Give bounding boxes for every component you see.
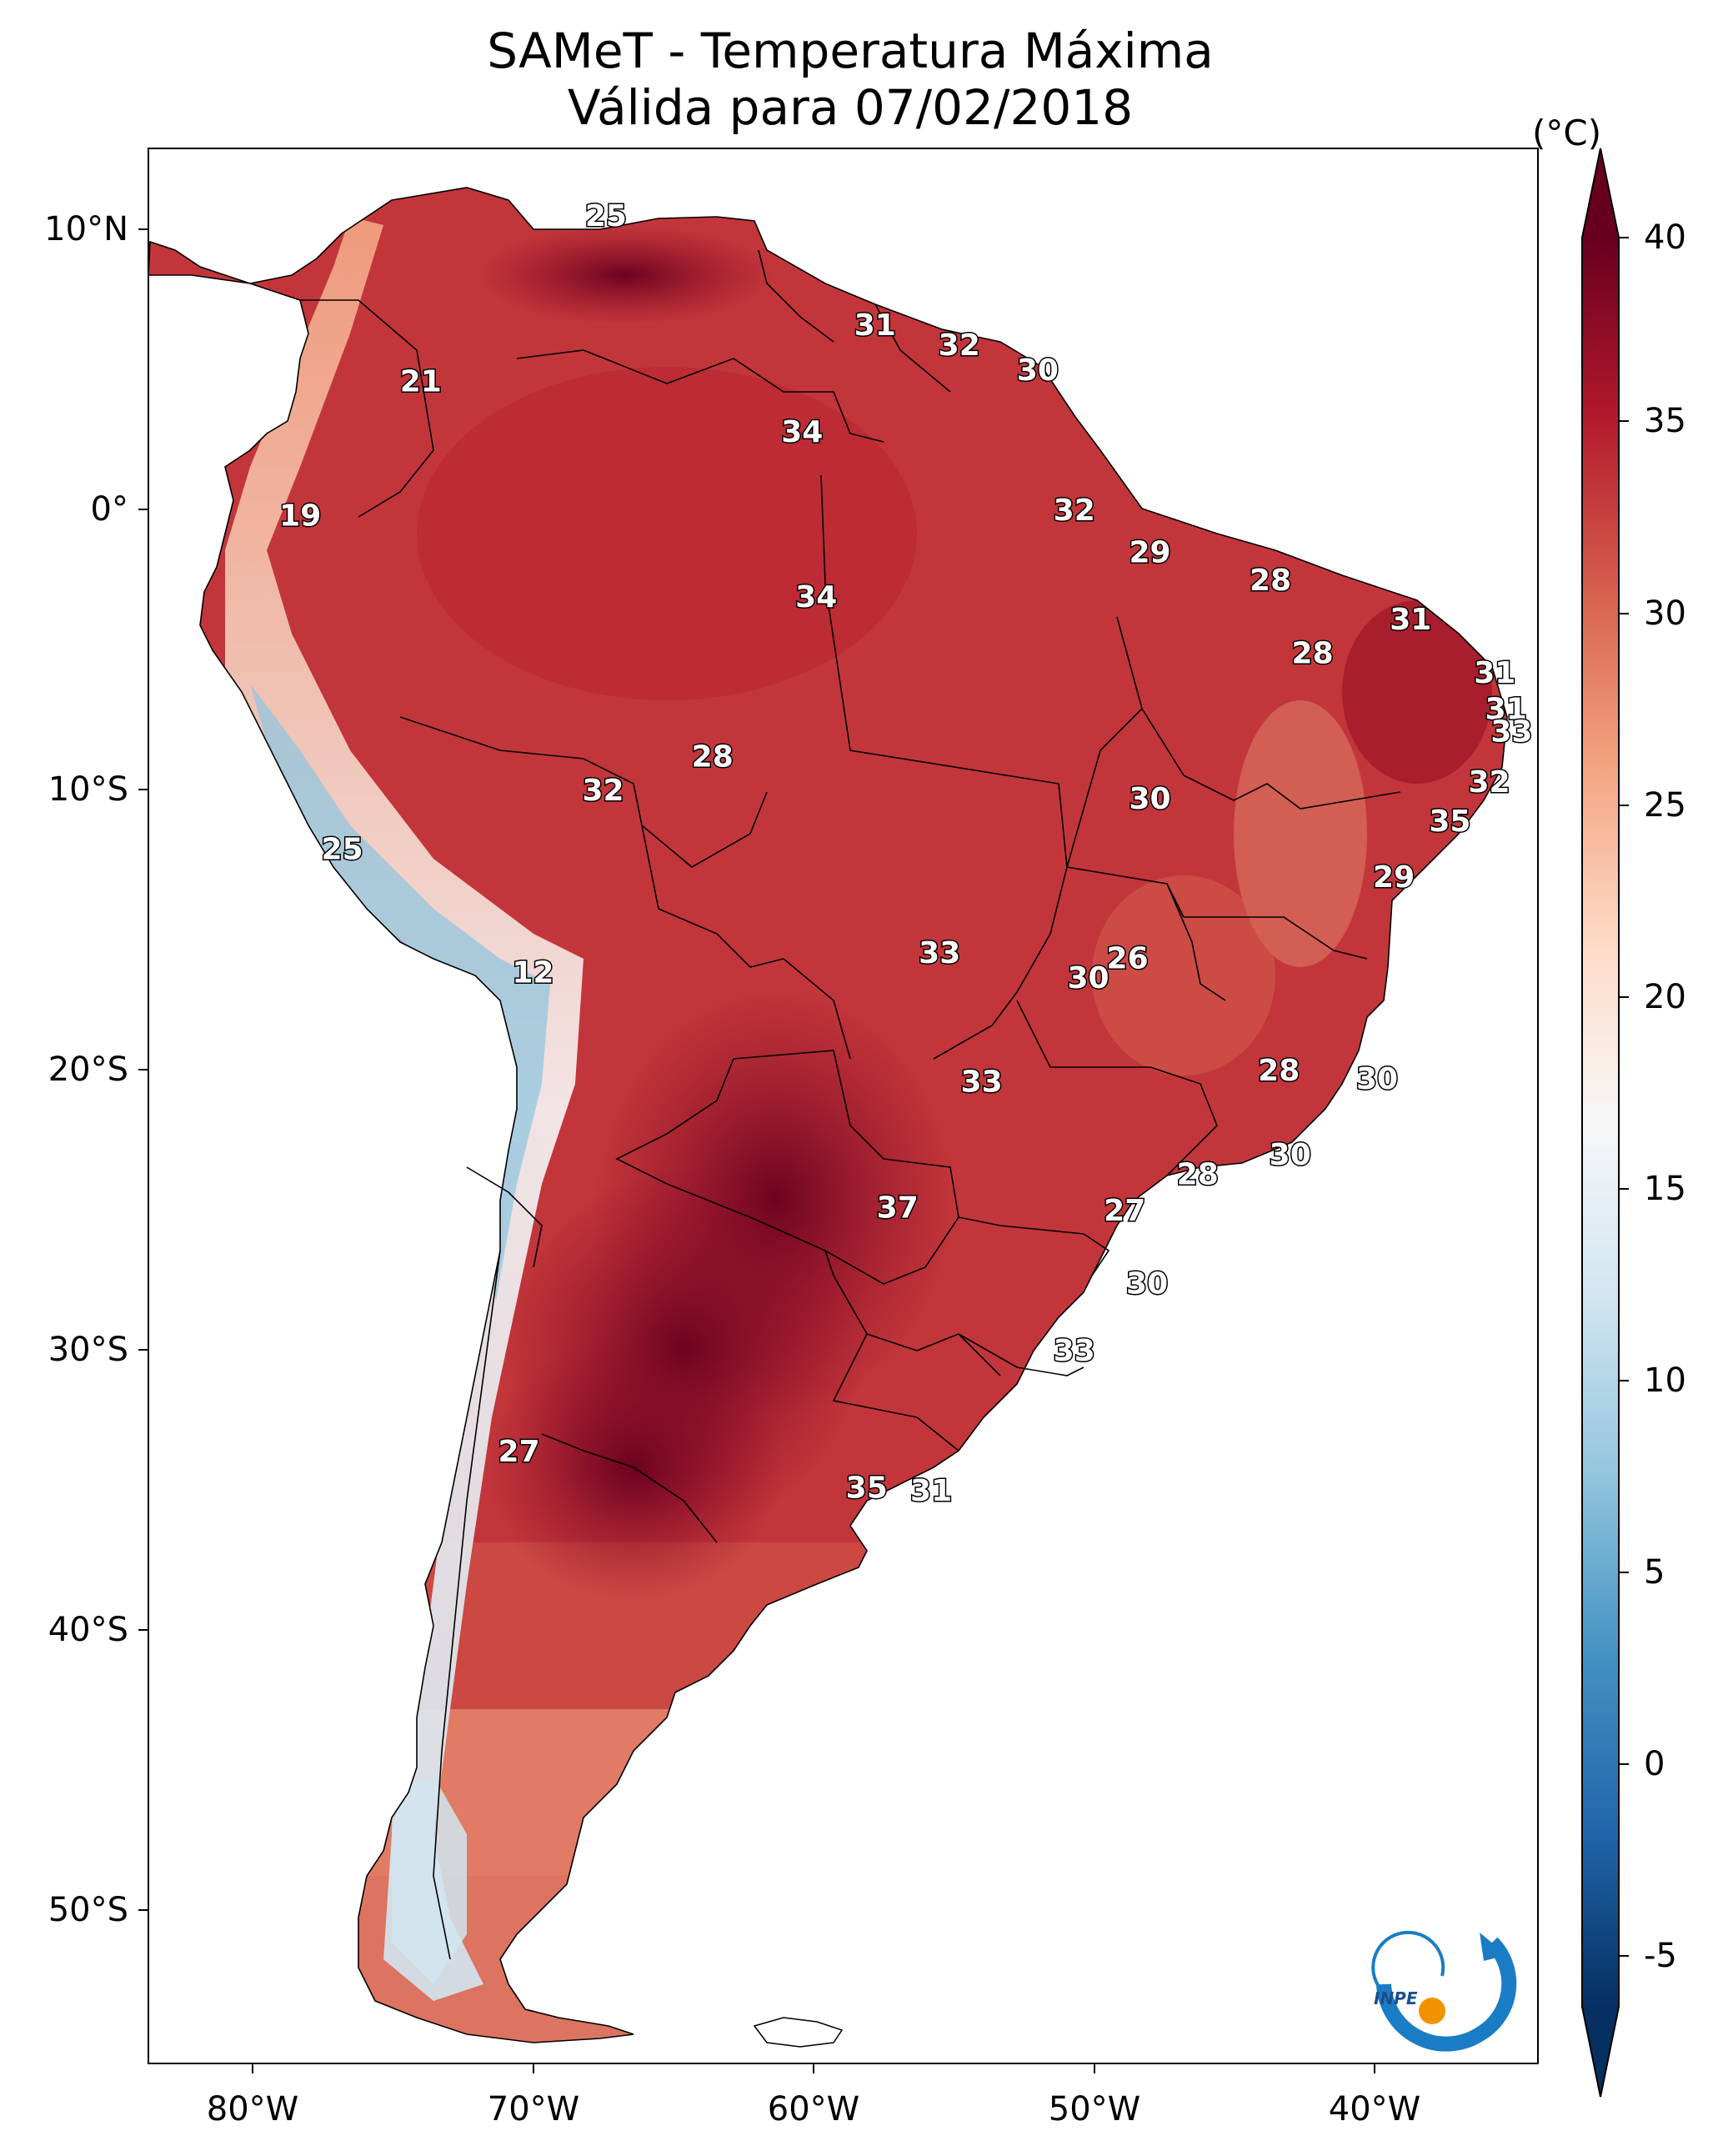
- temperature-label: 35: [846, 1472, 888, 1506]
- temperature-label: 32: [1468, 765, 1510, 800]
- temperature-label: 28: [1258, 1054, 1300, 1088]
- temperature-label: 26: [1107, 942, 1149, 976]
- map-subtitle: Válida para 07/02/2018: [567, 79, 1134, 136]
- lat-label-30s: 30°S: [48, 1331, 128, 1369]
- colorbar-tick-10: 10: [1644, 1361, 1686, 1400]
- colorbar-tick-5: 5: [1644, 1553, 1665, 1592]
- temperature-label: 34: [795, 580, 837, 614]
- map-title: SAMeT - Temperatura Máxima: [487, 23, 1214, 79]
- axis-ticks: [138, 228, 1375, 2073]
- temperature-label: 29: [1373, 860, 1415, 895]
- lon-label-80w: 80°W: [206, 2090, 299, 2128]
- temperature-label: 32: [939, 328, 980, 363]
- inpe-logo-text: INPE: [1374, 1988, 1418, 2008]
- lat-label-10n: 10°N: [44, 210, 128, 248]
- temperature-label: 35: [1429, 805, 1470, 839]
- temperature-label: 28: [1177, 1157, 1219, 1191]
- temperature-label: 12: [512, 955, 553, 990]
- lon-label-50w: 50°W: [1048, 2090, 1141, 2128]
- temperature-label: 21: [400, 364, 442, 399]
- colorbar-tick-20: 20: [1644, 978, 1686, 1016]
- lat-label-0: 0°: [90, 490, 128, 529]
- temperature-label: 31: [854, 308, 896, 343]
- temperature-label: 28: [692, 740, 734, 775]
- lat-label-40s: 40°S: [48, 1611, 128, 1649]
- inpe-logo: INPE: [1371, 1930, 1517, 2052]
- temperature-label: 25: [322, 833, 363, 867]
- temperature-label: 25: [585, 199, 627, 233]
- colorbar-tick-25: 25: [1644, 786, 1686, 825]
- lat-label-20s: 20°S: [48, 1050, 128, 1089]
- temperature-label: 28: [1292, 636, 1334, 670]
- temperature-label: 30: [1067, 961, 1109, 995]
- temperature-label: 30: [1356, 1062, 1398, 1096]
- colorbar-tick-0: 0: [1644, 1745, 1665, 1783]
- temperature-label: 28: [1250, 564, 1291, 598]
- islands-outline: [753, 2017, 844, 2048]
- temperature-label: 33: [919, 936, 960, 970]
- colorbar: [1581, 148, 1629, 2098]
- colorbar-tick-35: 35: [1644, 402, 1686, 440]
- temperature-label: 31: [1485, 693, 1527, 727]
- temperature-label: 29: [1129, 535, 1170, 569]
- colorbar-tick-30: 30: [1644, 594, 1686, 633]
- colorbar-tick-15: 15: [1644, 1170, 1686, 1208]
- temperature-label: 27: [1104, 1194, 1145, 1228]
- lon-label-40w: 40°W: [1328, 2090, 1421, 2128]
- colorbar-unit: (°C): [1532, 113, 1602, 153]
- temperature-label: 27: [498, 1435, 540, 1469]
- colorbar-tick-40: 40: [1644, 218, 1686, 257]
- temperature-label: 34: [781, 415, 823, 449]
- lon-label-60w: 60°W: [767, 2090, 860, 2128]
- temperature-label: 31: [1474, 656, 1515, 690]
- temperature-label: 30: [1129, 782, 1170, 816]
- temperature-label: 31: [1390, 603, 1431, 637]
- colorbar-tick-minus5: -5: [1644, 1937, 1677, 1975]
- temperature-label: 30: [1126, 1266, 1168, 1301]
- border-lines: [148, 187, 1508, 2043]
- temperature-label: 32: [1054, 494, 1095, 528]
- temperature-label: 32: [582, 774, 624, 808]
- temperature-label: 30: [1017, 353, 1059, 388]
- temperature-label: 33: [1490, 714, 1532, 749]
- temperature-label: 33: [961, 1065, 1003, 1099]
- lat-label-50s: 50°S: [48, 1891, 128, 1929]
- temperature-label: 31: [910, 1474, 952, 1508]
- lon-label-70w: 70°W: [487, 2090, 580, 2128]
- temperature-label: 19: [279, 499, 321, 534]
- temperature-label: 37: [877, 1191, 919, 1226]
- lat-label-10s: 10°S: [48, 770, 128, 809]
- temperature-label: 33: [1054, 1334, 1095, 1368]
- temperature-label: 30: [1270, 1138, 1311, 1172]
